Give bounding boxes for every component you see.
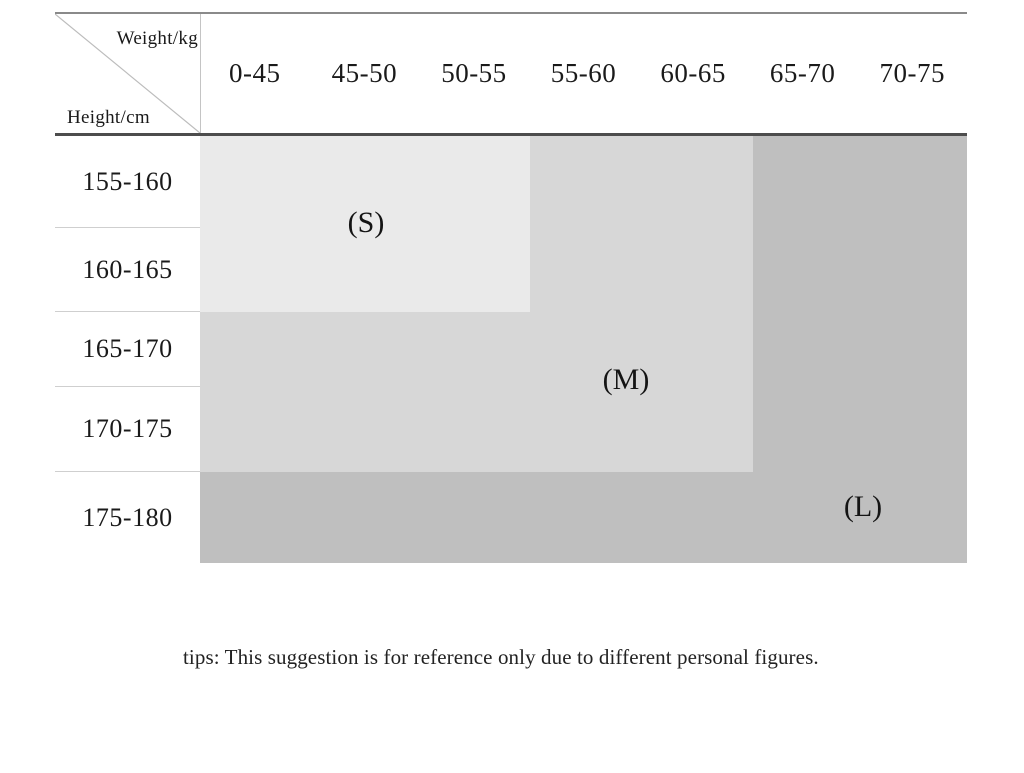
height-row-label-2: 165-170: [55, 312, 200, 387]
weight-header-row: 0-45 45-50 50-55 55-60 60-65 65-70 70-75: [200, 14, 967, 133]
weight-column-header-2: 50-55: [441, 58, 507, 88]
height-row-label-3: 170-175: [55, 387, 200, 472]
height-label-column: 155-160 160-165 165-170 170-175 175-180: [55, 136, 200, 563]
size-region-l-label: (L): [843, 490, 883, 523]
height-row-label-1: 160-165: [55, 228, 200, 312]
size-region-s: [200, 136, 530, 312]
size-region-s-label: (S): [347, 206, 385, 239]
header-column-divider: [200, 14, 201, 133]
height-axis-label: Height/cm: [67, 107, 150, 128]
weight-column-header-4: 60-65: [660, 58, 726, 88]
weight-column-header-6: 70-75: [879, 58, 945, 88]
table-top-border: [55, 12, 967, 14]
weight-column-header-3: 55-60: [550, 58, 617, 88]
weight-column-header-1: 45-50: [331, 58, 398, 88]
header-bottom-border: [55, 133, 967, 136]
axis-corner-cell: Weight/kg Height/cm: [55, 14, 200, 133]
weight-column-header-0: 0-45: [229, 58, 281, 88]
height-row-label-4: 175-180: [82, 502, 173, 532]
weight-axis-label: Weight/kg: [116, 28, 198, 49]
weight-column-header-5: 65-70: [769, 58, 836, 88]
diagonal-divider-line: [55, 14, 200, 133]
size-region-m-label: (M): [602, 363, 650, 396]
size-grid: (S) (M) (L): [200, 136, 967, 563]
height-row-label-0: 155-160: [55, 136, 200, 228]
tips-note: tips: This suggestion is for reference o…: [183, 645, 819, 669]
